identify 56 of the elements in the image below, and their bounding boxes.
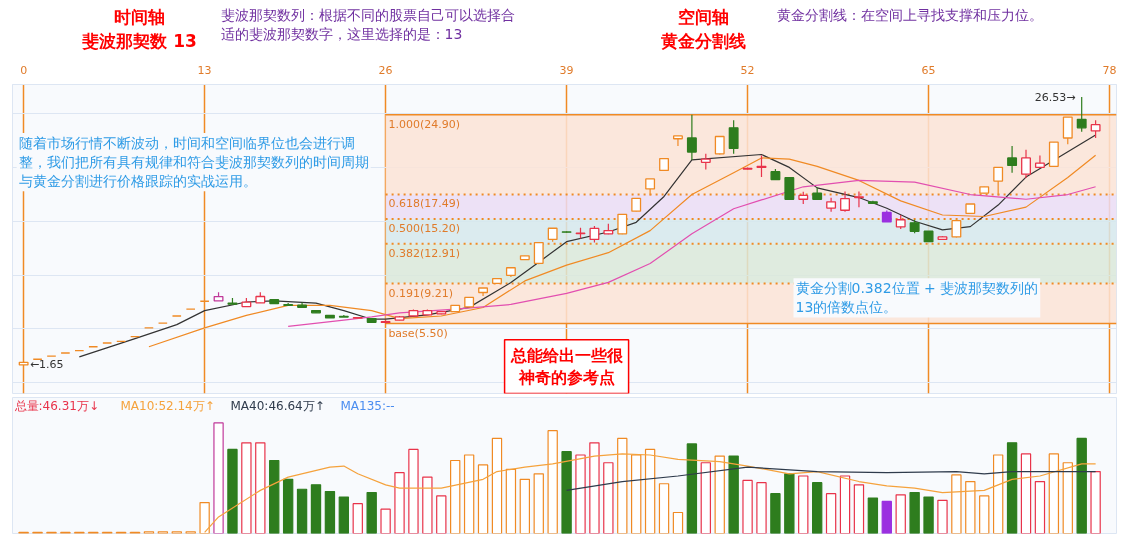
bar <box>296 488 308 534</box>
candlestick <box>686 114 697 161</box>
bar <box>282 478 294 534</box>
ref-line-label: 0.618(17.49) <box>388 197 460 211</box>
annotation: 随着市场行情不断波动，时间和空间临界位也会进行调整，我们把所有具有规律和符合斐波那契数列的时间周期与黄金分割进行价格跟踪的实战运用。 <box>18 134 369 190</box>
x-tick-label: 39 <box>559 63 574 77</box>
ref-line-label: 0.382(12.91) <box>388 246 460 260</box>
annotation: 26.53→ <box>1034 90 1076 104</box>
bar <box>923 496 934 534</box>
candlestick <box>1034 154 1045 168</box>
bar <box>909 491 920 534</box>
bar <box>269 459 280 534</box>
candlestick <box>853 190 864 208</box>
ref-line-label: 0.500(15.20) <box>388 222 460 236</box>
text: 空间轴黄金分割线 <box>659 6 746 51</box>
candlestick <box>1007 145 1018 174</box>
bar <box>867 497 879 534</box>
bar <box>686 443 698 534</box>
bar <box>770 493 781 534</box>
candlestick <box>784 177 795 200</box>
ref-line-label: base(5.50) <box>388 326 448 340</box>
ref-line-label: 1.000(24.90) <box>388 117 460 131</box>
bar <box>227 448 238 534</box>
candlestick <box>840 190 850 213</box>
ref-line-label: 0.191(9.21) <box>388 286 453 300</box>
annotation: 黄金分割0.382位置 + 斐波那契数列的13的倍数点位。 <box>795 280 1039 316</box>
candlestick <box>1076 96 1087 133</box>
candlestick <box>1021 149 1031 179</box>
text: 总量:46.31万↓ <box>13 398 99 413</box>
text: 时间轴斐波那契数 13 <box>82 6 197 51</box>
bar <box>338 496 350 534</box>
text: 斐波那契数列：根据不同的股票自己可以选择合适的斐波那契数字，这里选择的是：13 <box>220 6 515 42</box>
bar <box>1006 442 1018 534</box>
annotation: 总能给出一些很神奇的参考点 <box>509 345 624 388</box>
bar <box>310 484 322 534</box>
bar <box>784 473 795 534</box>
x-tick-label: 65 <box>921 63 936 77</box>
x-tick-label: 52 <box>740 63 755 77</box>
bar <box>811 482 823 534</box>
bar <box>324 490 336 534</box>
bar <box>881 500 892 534</box>
text: MA135:-- <box>340 398 395 413</box>
bar <box>1076 437 1087 534</box>
x-tick-label: 0 <box>20 63 28 77</box>
candlestick <box>673 135 683 147</box>
text: MA40:46.64万↑ <box>230 398 325 413</box>
bar <box>561 451 572 534</box>
x-tick-label: 26 <box>378 63 393 77</box>
bar <box>728 455 739 534</box>
annotation: ←1.65 <box>29 358 64 372</box>
text: 黄金分割线：在空间上寻找支撑和压力位。 <box>777 6 1044 23</box>
text: MA10:52.14万↑ <box>120 398 215 413</box>
x-tick-label: 78 <box>1102 63 1117 77</box>
x-tick-label: 13 <box>197 63 212 77</box>
candlestick <box>728 119 739 155</box>
bar <box>366 491 377 534</box>
